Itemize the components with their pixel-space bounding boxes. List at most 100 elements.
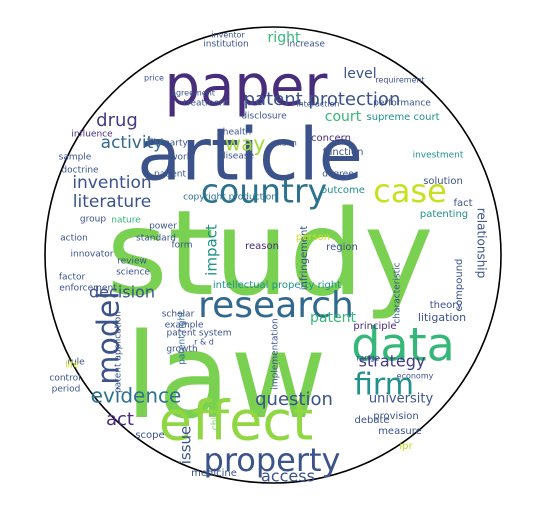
word-data: data [351,318,455,372]
word-agreement: agreement [171,89,215,98]
word-science: science [116,268,150,278]
word-property: property [204,441,341,479]
word-patenting: patenting [420,209,468,220]
word-litigation: litigation [418,311,466,324]
word-infringement: infringement [299,226,310,291]
word-country: country [201,172,327,211]
word-reason: reason [245,241,279,252]
word-question: question [255,389,333,410]
word-inventor: inventor [211,31,245,40]
word-range: range [356,354,379,363]
cloud-boundary-circle [44,26,502,484]
word-growth: growth [166,345,197,355]
word-study: study [106,184,433,322]
word-influence: influence [71,130,113,140]
word-performance: performance [373,99,431,109]
word-drug: drug [96,110,138,131]
word-implementation: implementation [271,318,281,389]
word-factor: factor [59,273,86,283]
word-principle: principle [353,321,396,332]
word-disease: disease [220,152,255,162]
word-case: case [373,172,447,210]
word-example: example [165,321,204,331]
word-r-and-d: r & d [194,338,214,347]
word-interaction: interaction [296,100,339,109]
word-scope: scope [135,430,164,441]
word-china: china [211,406,221,430]
word-law: law [125,307,327,445]
word-patent-right: patent right [178,311,188,365]
word-ipr: ipr [399,441,413,452]
word-power: power [149,222,177,232]
word-access: access [261,467,315,486]
word-copyright-production: copyright production [183,193,277,203]
word-party: party [164,139,188,149]
word-form: form [172,241,193,251]
word-person: person [296,232,330,243]
word-treatment: treatment [183,99,229,109]
word-innovator: innovator [71,250,114,260]
word-patent-protection: patent protection [244,89,401,110]
word-right: right [268,30,301,46]
word-invention: invention [72,173,151,193]
word-impact: impact [203,224,221,276]
word-evidence: evidence [91,384,182,408]
word-work: work [170,153,193,163]
word-period: period [52,385,81,395]
word-patent-system: patent system [167,329,232,339]
word-debate: debate [354,415,389,426]
word-compound: compound [454,259,465,312]
word-disclosure: disclosure [241,112,287,122]
word-region: region [326,242,358,253]
word-measure: measure [378,426,422,437]
word-patent: patent [310,310,356,326]
word-issue: issue [177,426,195,465]
word-way: way [225,132,266,156]
word-theory: theory [430,300,463,311]
word-nature: nature [111,216,141,226]
word-claim: claim [275,139,297,148]
word-economy: economy [397,372,434,381]
word-action: action [60,234,88,244]
word-research: research [198,285,354,326]
word-effect: effect [159,390,314,453]
word-health: health [223,128,252,138]
word-function: function [323,147,364,158]
word-investment: investment [413,151,464,161]
word-outcome: outcome [321,185,365,196]
word-fact: fact [453,198,472,209]
word-intellectual-property-right: intellectual property right [213,280,341,291]
word-institution: institution [203,40,248,50]
word-activity: activity [101,133,164,153]
word-level: level [343,66,376,82]
word-university: university [369,392,434,407]
word-degree: degree [322,170,354,180]
word-supreme-court: supreme court [367,112,440,123]
word-decision: decision [89,283,155,302]
word-sample: sample [59,153,92,163]
word-firm: firm [354,368,414,403]
word-medicine: medicine [191,468,237,479]
word-model: model [92,291,127,384]
word-provision: provision [373,411,419,422]
word-patient: patient [154,170,186,180]
word-concern: concern [311,133,351,144]
word-standard: standard [136,234,176,244]
word-enforcement: enforcement [59,284,117,294]
word-life: life [65,361,79,371]
word-price: price [144,74,164,83]
word-increase: increase [287,40,325,50]
word-literature: literature [73,192,152,212]
word-requirement: requirement [375,76,424,85]
word-rule: rule [67,358,85,368]
word-patent-application: patent application [114,311,124,393]
word-solution: solution [423,176,463,187]
word-court: court [325,109,362,125]
word-strategy: strategy [359,352,426,371]
word-scholar: scholar [162,310,195,320]
word-relationship: relationship [475,208,489,279]
word-review: review [117,257,147,267]
word-group: group [80,215,106,225]
